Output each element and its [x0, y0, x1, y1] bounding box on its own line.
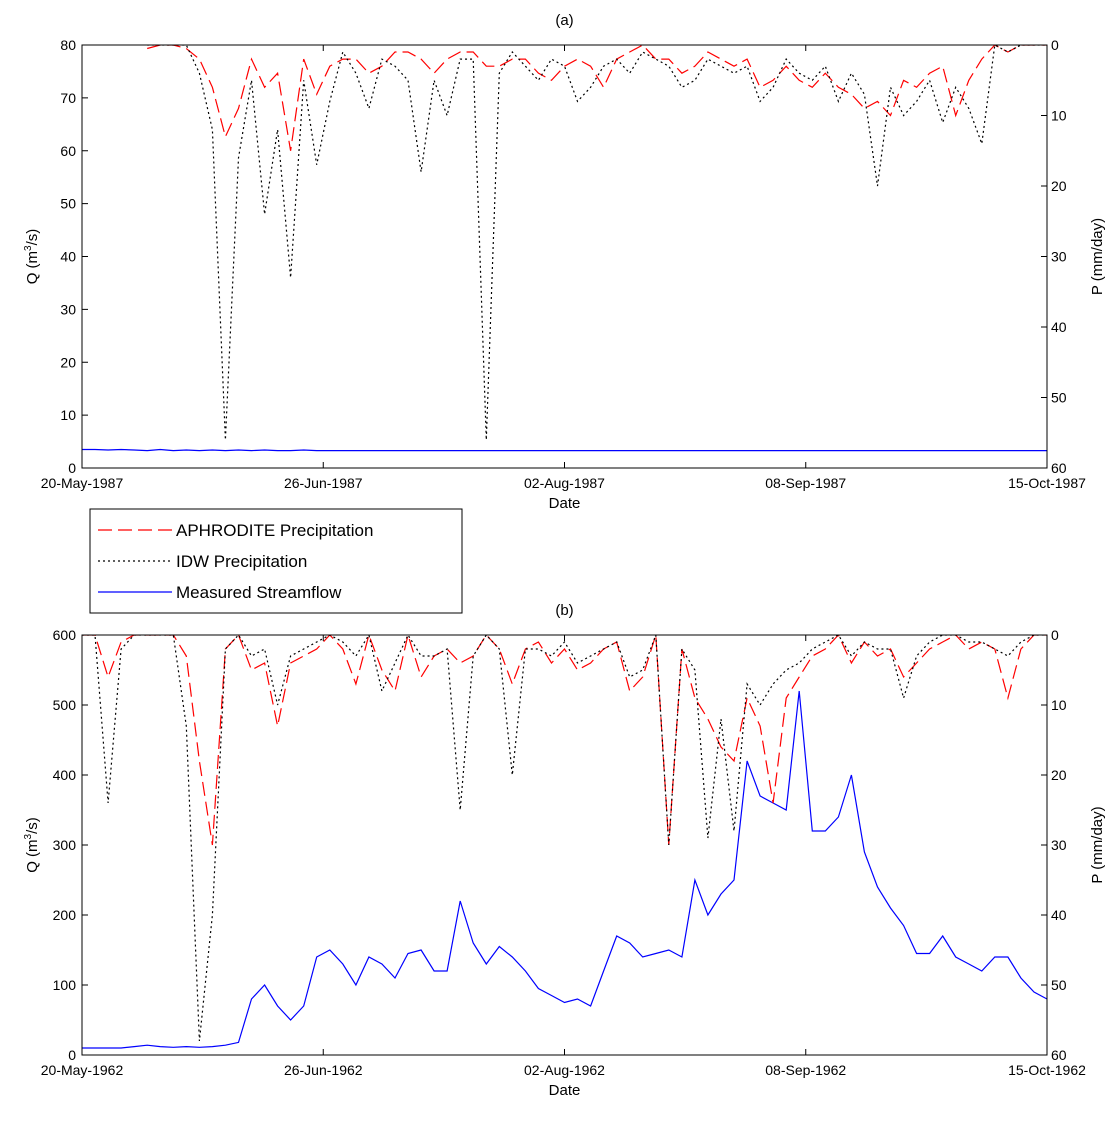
y-axis-right-title: P (mm/day)	[1089, 218, 1106, 295]
right-tick-label: 40	[1051, 319, 1067, 335]
legend-box	[89, 508, 463, 614]
left-tick-label: 0	[68, 1047, 76, 1063]
left-tick-label: 80	[60, 37, 76, 53]
right-tick-label: 50	[1051, 390, 1067, 406]
right-tick-label: 0	[1051, 37, 1059, 53]
y-axis-left-title-tail: /s)	[24, 817, 41, 834]
left-tick-label: 500	[53, 697, 77, 713]
y-axis-left-title-sup: 3	[23, 833, 34, 839]
y-axis-left-title: Q (m3/s)	[23, 229, 41, 285]
x-tick-label: 02-Aug-1962	[524, 1062, 605, 1078]
left-tick-label: 100	[53, 977, 77, 993]
panel-title: (b)	[555, 602, 573, 619]
left-tick-label: 200	[53, 907, 77, 923]
right-tick-label: 20	[1051, 767, 1067, 783]
left-tick-label: 30	[60, 301, 76, 317]
right-tick-label: 60	[1051, 1047, 1067, 1063]
right-tick-label: 10	[1051, 108, 1067, 124]
left-tick-label: 20	[60, 354, 76, 370]
x-tick-label: 02-Aug-1987	[524, 475, 605, 491]
panel-a: 0 10 20 30 40 50 60 70 80 0 10 20 30 40 50 60 20-May-198…	[23, 12, 1106, 512]
panel-b: 0 100 200 300 400 500 600 0 10 20 30 40 50 60 20-May-1…	[23, 602, 1106, 1099]
right-tick-label: 10	[1051, 697, 1067, 713]
left-tick-label: 70	[60, 90, 76, 106]
series-idw-precipitation-line	[82, 635, 1047, 1042]
legend-label: Measured Streamflow	[176, 583, 342, 602]
x-tick-label: 15-Oct-1962	[1008, 1062, 1086, 1078]
x-tick-label: 26-Jun-1962	[284, 1062, 363, 1078]
left-tick-label: 60	[60, 143, 76, 159]
y-axis-left-title-sup: 3	[23, 245, 34, 251]
y-axis-left-title-base: Q (m	[24, 839, 41, 872]
y-axis-right-title: P (mm/day)	[1089, 806, 1106, 883]
right-tick-label: 0	[1051, 627, 1059, 643]
left-tick-label: 400	[53, 767, 77, 783]
y-axis-left-title-base: Q (m	[24, 251, 41, 284]
series-measured-streamflow-line	[82, 448, 1047, 452]
x-tick-label: 20-May-1987	[41, 475, 124, 491]
y-axis-left-title: Q (m3/s)	[23, 817, 41, 873]
right-tick-label: 50	[1051, 977, 1067, 993]
right-tick-label: 20	[1051, 178, 1067, 194]
left-tick-label: 0	[68, 460, 76, 476]
series-group	[82, 45, 1047, 452]
x-tick-label: 20-May-1962	[41, 1062, 124, 1078]
left-tick-label: 600	[53, 627, 77, 643]
x-axis-title: Date	[549, 1082, 581, 1099]
left-tick-label: 50	[60, 196, 76, 212]
panel-title: (a)	[555, 12, 573, 29]
left-tick-label: 10	[60, 407, 76, 423]
x-axis-title: Date	[549, 495, 581, 512]
series-group	[82, 635, 1047, 1049]
right-tick-label: 30	[1051, 837, 1067, 853]
left-tick-label: 300	[53, 837, 77, 853]
series-aphrodite-precipitation-line	[147, 45, 1047, 151]
x-tick-label: 08-Sep-1987	[765, 475, 846, 491]
x-tick-label: 08-Sep-1962	[765, 1062, 846, 1078]
plot-frame	[81, 44, 1048, 469]
right-tick-label: 40	[1051, 907, 1067, 923]
plot-frame	[81, 634, 1048, 1056]
right-tick-label: 30	[1051, 249, 1067, 265]
left-tick-label: 40	[60, 249, 76, 265]
series-aphrodite-precipitation-line	[82, 635, 1047, 846]
legend: APHRODITE Precipitation IDW Precipitation…	[89, 508, 463, 614]
series-idw-precipitation-line	[147, 45, 1047, 440]
x-tick-label: 26-Jun-1987	[284, 475, 363, 491]
series-measured-streamflow-line	[82, 690, 1047, 1049]
right-tick-label: 60	[1051, 460, 1067, 476]
legend-label: APHRODITE Precipitation	[176, 521, 373, 540]
x-tick-label: 15-Oct-1987	[1008, 475, 1086, 491]
y-axis-left-title-tail: /s)	[24, 229, 41, 246]
legend-label: IDW Precipitation	[176, 552, 307, 571]
